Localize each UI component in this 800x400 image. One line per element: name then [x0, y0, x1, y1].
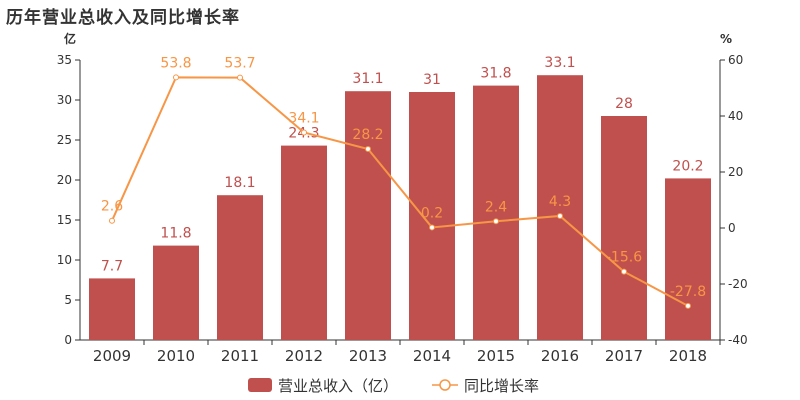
bar-data-label: 31.8	[480, 66, 511, 82]
x-tick-label: 2016	[541, 347, 579, 365]
left-tick-label: 10	[57, 253, 72, 267]
bar-data-label: 31.1	[352, 71, 383, 87]
bar	[217, 195, 263, 340]
legend-bar-label: 营业总收入（亿）	[278, 377, 398, 395]
bar	[153, 245, 199, 340]
x-tick-label: 2017	[605, 347, 643, 365]
line-point	[557, 212, 563, 219]
bar	[473, 85, 519, 340]
line-data-label: 53.7	[224, 56, 255, 72]
bar-data-label: 33.1	[544, 55, 575, 71]
bar-data-label: 11.8	[160, 226, 191, 242]
line-point	[493, 218, 499, 225]
bar-data-label: 31	[423, 72, 441, 88]
right-axis-unit: %	[720, 32, 732, 46]
line-point	[109, 217, 115, 224]
bar	[409, 92, 455, 340]
line-point	[621, 268, 627, 275]
x-tick-label: 2018	[669, 347, 707, 365]
line-data-label: 28.2	[352, 127, 383, 143]
bar	[665, 178, 711, 340]
left-tick-label: 5	[64, 293, 72, 307]
x-tick-label: 2009	[93, 347, 131, 365]
legend-line-marker	[439, 379, 451, 391]
line-point	[429, 224, 435, 231]
bar-data-label: 20.2	[672, 158, 703, 174]
x-tick-label: 2011	[221, 347, 259, 365]
x-tick-label: 2015	[477, 347, 515, 365]
x-tick-label: 2010	[157, 347, 195, 365]
bar	[281, 145, 327, 340]
bar-data-label: 28	[615, 96, 633, 112]
line-data-label: 0.2	[421, 205, 443, 221]
x-tick-label: 2013	[349, 347, 387, 365]
right-tick-label: -40	[728, 333, 748, 347]
right-tick-label: 40	[728, 109, 743, 123]
line-data-label: 2.6	[101, 199, 123, 215]
left-tick-label: 35	[57, 53, 72, 67]
line-point	[365, 146, 371, 153]
line-data-label: 4.3	[549, 194, 571, 210]
line-data-label: -15.6	[606, 250, 642, 266]
right-tick-label: 60	[728, 53, 743, 67]
left-tick-label: 25	[57, 133, 72, 147]
line-data-label: 34.1	[288, 111, 319, 127]
left-tick-label: 0	[64, 333, 72, 347]
chart-title: 历年营业总收入及同比增长率	[6, 8, 240, 28]
legend-line-label: 同比增长率	[464, 377, 539, 395]
right-tick-label: 0	[728, 221, 736, 235]
line-point	[685, 302, 691, 309]
bar-data-label: 7.7	[101, 258, 123, 274]
growth-line	[111, 76, 689, 307]
line-data-label: 53.8	[160, 55, 191, 71]
bar	[345, 91, 391, 340]
bar	[89, 278, 135, 340]
line-point	[237, 74, 243, 81]
line-data-label: -27.8	[670, 284, 706, 300]
bar	[601, 116, 647, 340]
right-tick-label: -20	[728, 277, 748, 291]
left-tick-label: 20	[57, 173, 72, 187]
line-point	[173, 74, 179, 81]
x-tick-label: 2012	[285, 347, 323, 365]
x-tick-label: 2014	[413, 347, 451, 365]
bar	[537, 75, 583, 340]
right-tick-label: 20	[728, 165, 743, 179]
left-axis-unit: 亿	[64, 31, 76, 46]
bar-data-label: 18.1	[224, 175, 255, 191]
legend-bar-swatch	[248, 378, 272, 392]
left-tick-label: 15	[57, 213, 72, 227]
line-data-label: 2.4	[485, 199, 507, 215]
line-point	[301, 129, 307, 136]
left-tick-label: 30	[57, 93, 72, 107]
